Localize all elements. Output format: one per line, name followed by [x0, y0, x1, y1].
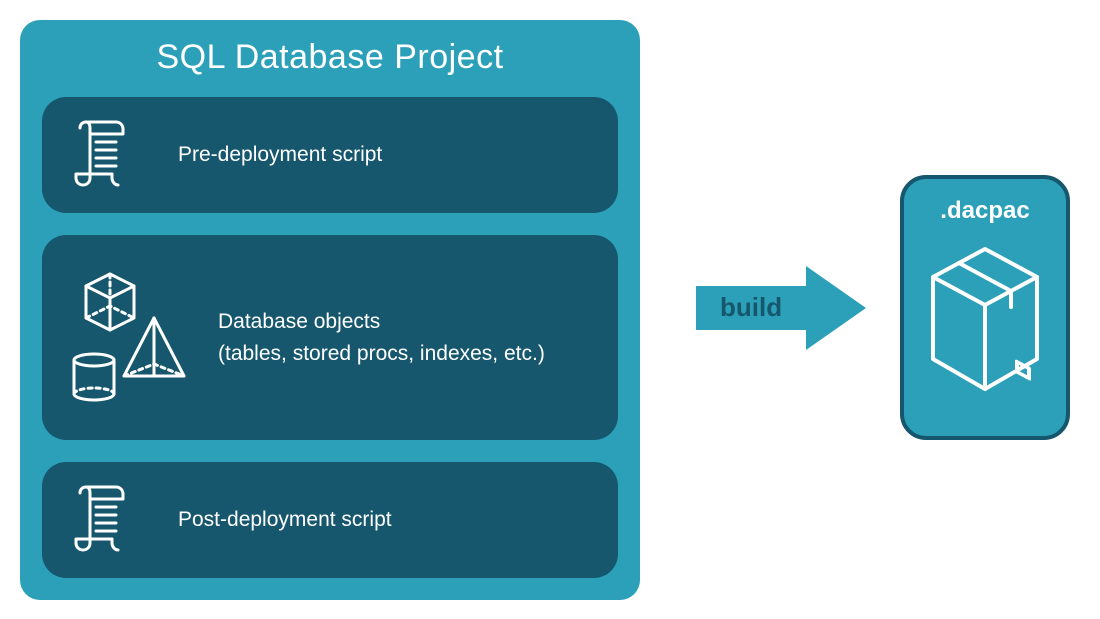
section-post-deployment: Post-deployment script	[42, 462, 618, 578]
scroll-icon	[68, 480, 178, 560]
db-objects-line1: Database objects	[218, 310, 380, 333]
shapes-icon	[68, 268, 218, 408]
pre-deployment-label: Pre-deployment script	[178, 139, 382, 171]
db-objects-line2: (tables, stored procs, indexes, etc.)	[218, 342, 545, 365]
build-arrow-label: build	[720, 292, 782, 323]
database-objects-label: Database objects (tables, stored procs, …	[218, 306, 545, 369]
section-pre-deployment: Pre-deployment script	[42, 97, 618, 213]
post-deployment-label: Post-deployment script	[178, 504, 392, 536]
output-label: .dacpac	[940, 197, 1029, 225]
package-icon	[925, 241, 1045, 401]
output-dacpac: .dacpac	[900, 175, 1070, 440]
section-database-objects: Database objects (tables, stored procs, …	[42, 235, 618, 440]
project-title: SQL Database Project	[42, 38, 618, 77]
project-container: SQL Database Project Pre-deployment scri…	[20, 20, 640, 600]
scroll-icon	[68, 115, 178, 195]
